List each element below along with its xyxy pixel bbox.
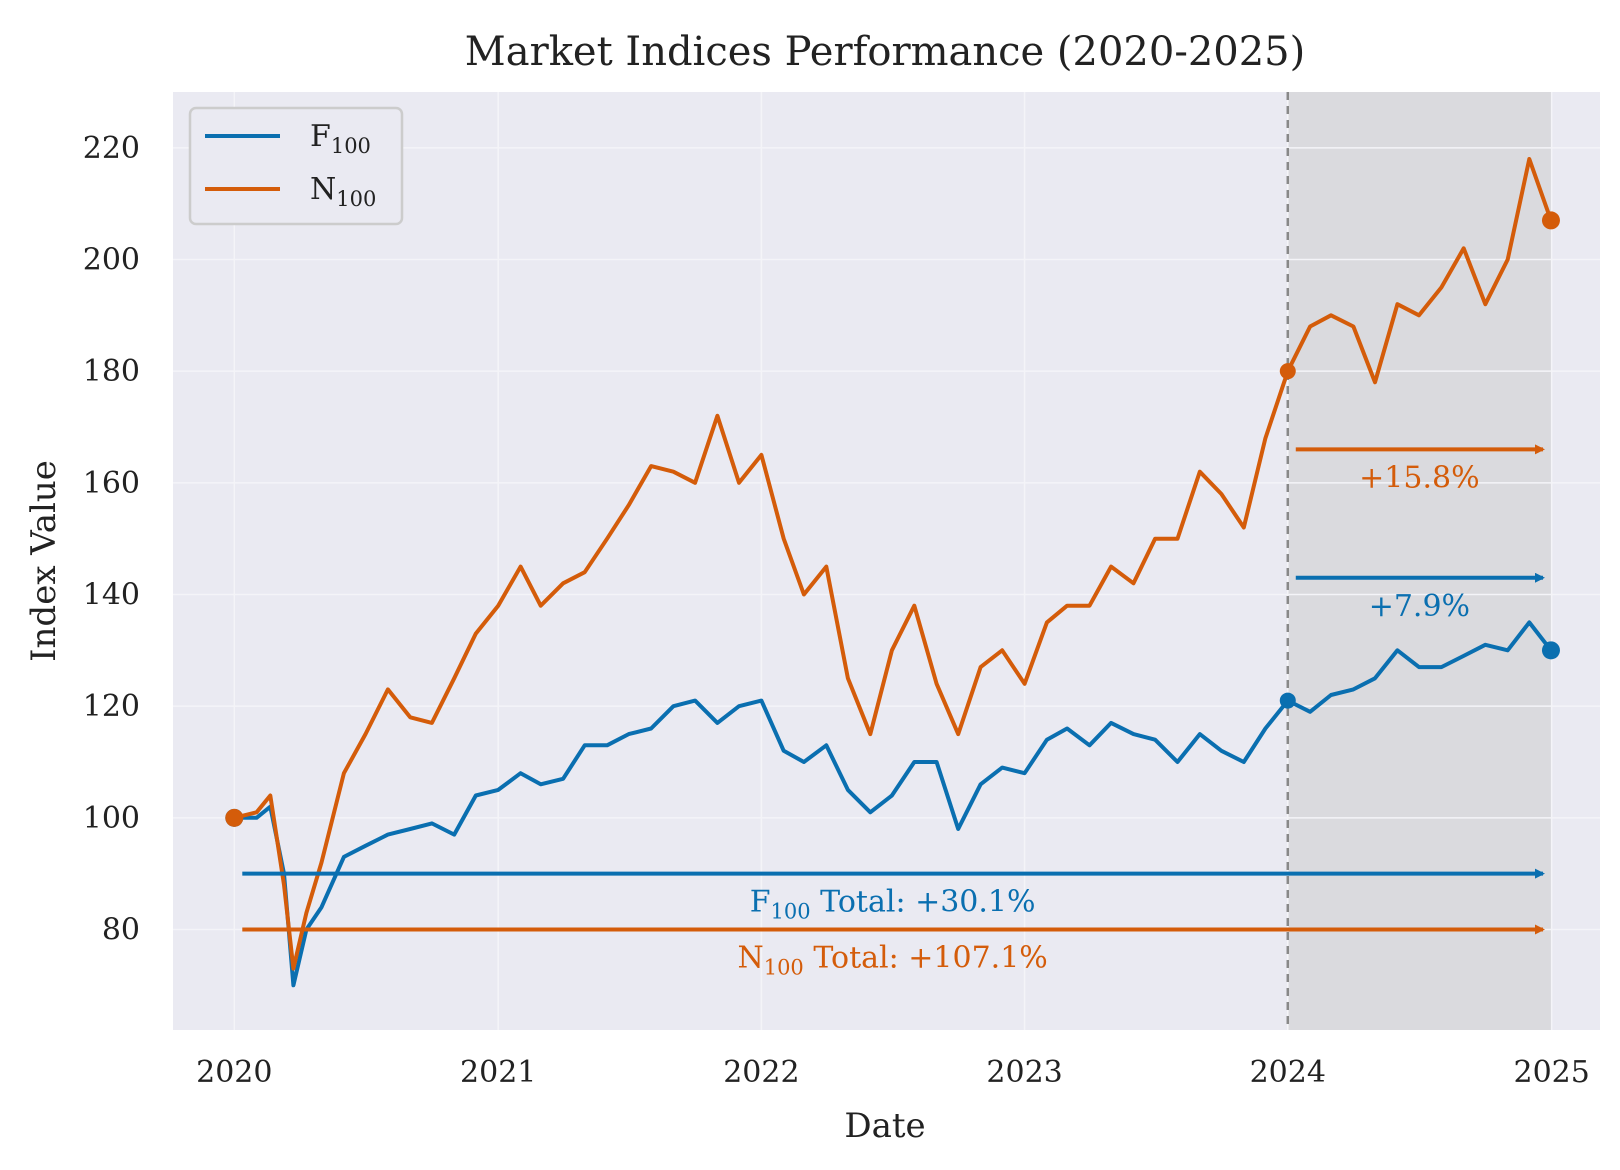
x-tick-2025: 2025: [1514, 1055, 1590, 1090]
total-label-base: F: [750, 885, 771, 920]
x-tick-2021: 2021: [460, 1055, 536, 1090]
x-tick-2022: 2022: [723, 1055, 799, 1090]
y-tick-100: 100: [83, 801, 140, 836]
mid-dot-n: [1279, 363, 1296, 380]
legend-label-f-base: F: [310, 119, 331, 154]
x-axis-title: Date: [844, 1106, 925, 1146]
legend-label-f-sub: 100: [331, 134, 371, 158]
mid-dot-f: [1279, 692, 1296, 709]
legend: F100 N100: [188, 106, 404, 226]
x-tick-labels: 2020 2021 2022 2023 2024 2025: [196, 1055, 1590, 1090]
chart-title: Market Indices Performance (2020-2025): [465, 29, 1305, 75]
y-tick-160: 160: [83, 466, 140, 501]
total-label-sub: 100: [764, 956, 804, 980]
y-tick-80: 80: [102, 913, 140, 948]
legend-label-n: N100: [310, 172, 376, 211]
total-label-sub: 100: [771, 900, 811, 924]
period-label-f: +7.9%: [1369, 589, 1470, 624]
series-layer: [225, 157, 1560, 988]
end-dot-f: [1541, 641, 1560, 660]
legend-label-n-sub: 100: [336, 187, 376, 211]
y-axis-title: Index Value: [24, 460, 64, 662]
end-dot-n: [1541, 211, 1560, 230]
series-line-f: [234, 620, 1553, 988]
total-label-n: N100 Total: +107.1%: [737, 941, 1047, 980]
total-label-f: F100 Total: +30.1%: [750, 885, 1036, 924]
x-tick-2020: 2020: [196, 1055, 272, 1090]
legend-label-f: F100: [310, 119, 371, 158]
total-label-rest: Total: +107.1%: [804, 941, 1048, 976]
x-tick-2024: 2024: [1250, 1055, 1326, 1090]
legend-label-n-base: N: [310, 172, 336, 207]
y-tick-200: 200: [83, 243, 140, 278]
x-tick-2023: 2023: [986, 1055, 1062, 1090]
total-label-base: N: [737, 941, 763, 976]
annotation-layer: F100 Total: +30.1%N100 Total: +107.1%+15…: [242, 444, 1545, 980]
y-tick-labels: 80 100 120 140 160 180 200 220: [83, 131, 140, 948]
y-tick-120: 120: [83, 689, 140, 724]
y-tick-140: 140: [83, 578, 140, 613]
series-line-n: [233, 157, 1553, 971]
period-label-n: +15.8%: [1359, 460, 1479, 495]
y-tick-220: 220: [83, 131, 140, 166]
y-tick-180: 180: [83, 354, 140, 389]
start-dot-n: [225, 808, 244, 827]
total-label-rest: Total: +30.1%: [811, 885, 1036, 920]
